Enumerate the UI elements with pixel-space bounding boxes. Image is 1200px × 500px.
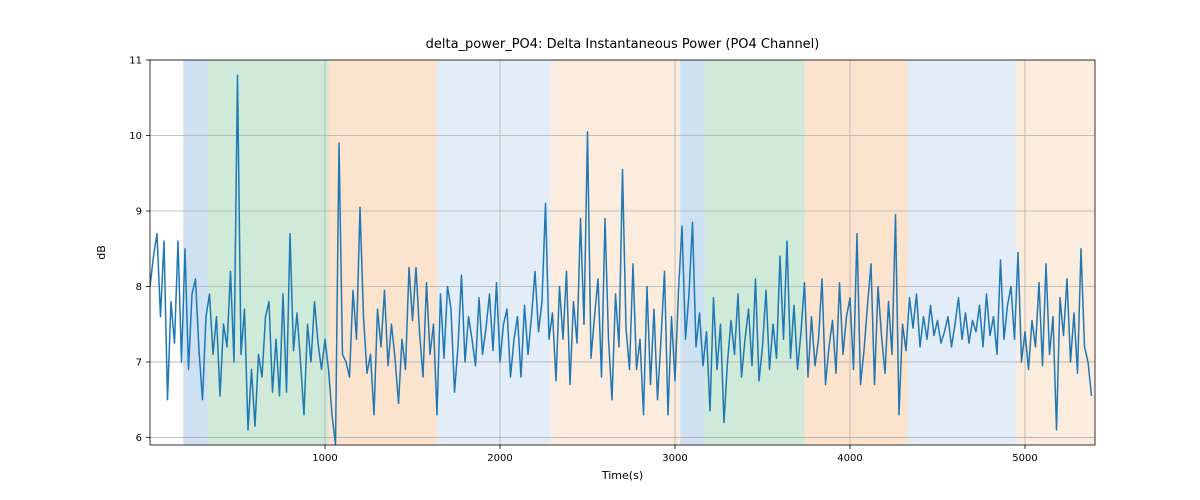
y-tick-label: 6 <box>136 433 142 444</box>
y-axis-label: dB <box>95 245 108 260</box>
x-tick-label: 2000 <box>487 453 512 464</box>
span-8 <box>908 60 1017 445</box>
background-spans <box>183 60 1095 445</box>
y-tick-label: 9 <box>136 206 142 217</box>
y-tick-label: 7 <box>136 357 142 368</box>
x-axis-label: Time(s) <box>601 469 643 482</box>
chart-container: 1000 2000 3000 4000 5000 6 7 8 9 10 11 Time(s) dB del… <box>0 0 1200 500</box>
x-tick-label: 1000 <box>312 453 337 464</box>
span-0 <box>183 60 208 445</box>
span-2 <box>329 60 438 445</box>
x-tick-label: 3000 <box>662 453 687 464</box>
x-tick-label: 5000 <box>1012 453 1037 464</box>
x-tick-label: 4000 <box>837 453 862 464</box>
y-tick-label: 8 <box>136 282 142 293</box>
y-tick-label: 11 <box>129 56 142 67</box>
span-4 <box>551 60 681 445</box>
chart-svg: 1000 2000 3000 4000 5000 6 7 8 9 10 11 Time(s) dB del… <box>0 0 1200 500</box>
span-5 <box>680 60 705 445</box>
span-6 <box>705 60 805 445</box>
span-1 <box>208 60 329 445</box>
y-tick-label: 10 <box>129 131 142 142</box>
chart-title: delta_power_PO4: Delta Instantaneous Pow… <box>426 37 820 52</box>
